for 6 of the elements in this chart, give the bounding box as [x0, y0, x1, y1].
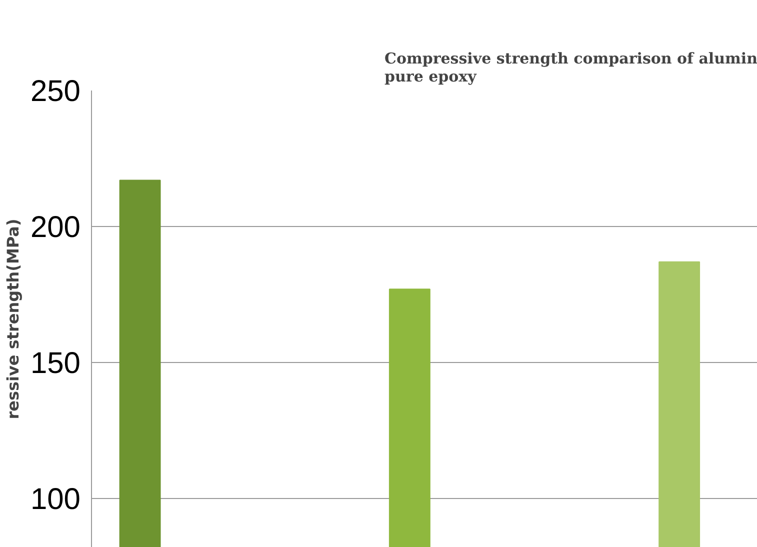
y-tick-label: 250: [30, 75, 81, 108]
y-tick-label: 100: [30, 483, 81, 516]
y-axis-title: ressive strength(MPa): [3, 218, 22, 420]
y-tick-label: 200: [30, 211, 81, 244]
y-tick-label: 150: [30, 347, 81, 380]
chart-title: Compressive strength comparison of alumin pure epoxy: [384, 50, 757, 86]
